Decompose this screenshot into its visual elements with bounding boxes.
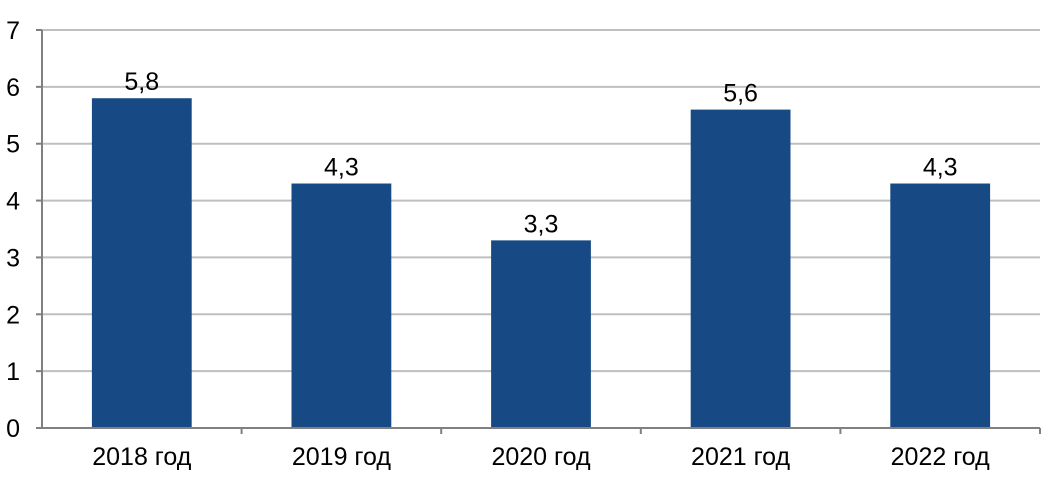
y-tick-label: 0 [6, 415, 20, 443]
data-label: 4,3 [324, 154, 359, 182]
x-category-label: 2018 год [92, 443, 191, 471]
bar [291, 183, 392, 428]
data-label: 3,3 [524, 210, 559, 238]
x-category-label: 2022 год [891, 443, 990, 471]
y-tick-label: 2 [6, 301, 20, 329]
y-tick-label: 5 [6, 131, 20, 159]
data-label: 5,8 [124, 68, 159, 96]
axes [36, 29, 1041, 434]
y-tick-label: 3 [6, 244, 20, 272]
data-label: 5,6 [723, 80, 758, 108]
bar [890, 183, 991, 428]
y-tick-label: 7 [6, 17, 20, 45]
y-tick-label: 1 [6, 358, 20, 386]
bar [690, 109, 791, 428]
y-tick-label: 6 [6, 74, 20, 102]
bar [491, 240, 591, 428]
x-category-label: 2019 год [292, 443, 391, 471]
x-category-label: 2021 год [691, 443, 790, 471]
data-label: 4,3 [923, 154, 958, 182]
x-category-label: 2020 год [491, 443, 590, 471]
bar [91, 98, 192, 428]
bars [91, 98, 991, 428]
labels: 0 1 2 3 4 5 6 7 5,8 2018 год 4,3 2019 год 3,3 2020 го… [6, 17, 990, 471]
y-tick-label: 4 [6, 188, 20, 216]
